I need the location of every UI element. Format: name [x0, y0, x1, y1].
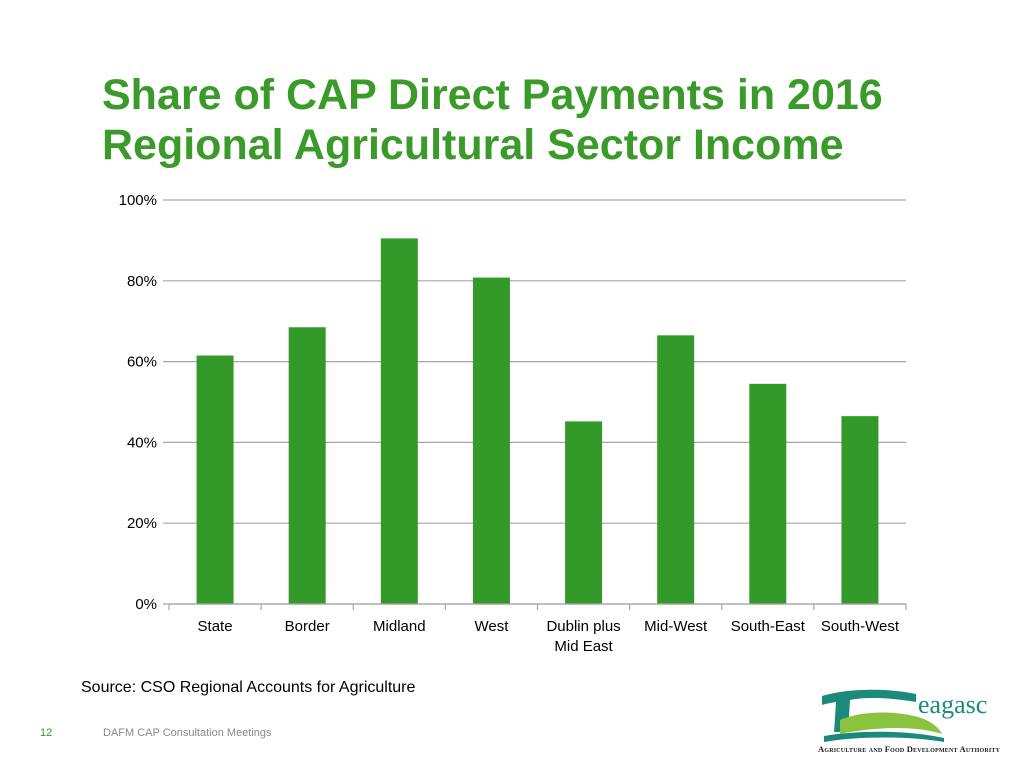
- bar-midland: [380, 238, 418, 604]
- bar-state: [196, 355, 234, 604]
- footer-text: DAFM CAP Consultation Meetings: [103, 727, 272, 739]
- x-tick-label: West: [474, 618, 509, 635]
- slide-title-line2: Regional Agricultural Sector Income: [102, 121, 844, 169]
- x-tick-label: South-East: [731, 618, 806, 635]
- x-axis-tick-labels: State Border Midland West Dublin plus Mid Eas…: [198, 618, 900, 655]
- x-tick-label: Dublin plus Mid East: [546, 618, 620, 655]
- teagasc-wordmark: eagasc: [918, 690, 987, 719]
- teagasc-logo: eagasc Agriculture and Food Development …: [818, 686, 1001, 758]
- x-tick-label: South-West: [821, 618, 900, 635]
- slide-title: Share of CAP Direct Payments in 2016 Reg…: [102, 70, 982, 170]
- slide-title-line1: Share of CAP Direct Payments in 2016: [102, 71, 883, 119]
- y-tick-label: 40%: [127, 434, 157, 451]
- bar-south-east: [749, 383, 787, 604]
- x-axis: [168, 603, 907, 610]
- teagasc-logo-mark: eagasc: [822, 689, 987, 742]
- y-tick-label: 80%: [127, 273, 157, 290]
- y-tick-label: 0%: [135, 596, 157, 613]
- bar-south-west: [841, 416, 879, 604]
- page-number: 12: [40, 727, 53, 739]
- x-tick-label: Border: [285, 618, 330, 635]
- y-tick-label: 60%: [127, 354, 157, 371]
- bar-dublin-plus-mid-east: [565, 421, 603, 604]
- bar-west: [472, 277, 510, 604]
- y-tick-label: 20%: [127, 515, 157, 532]
- bar-border: [288, 327, 326, 604]
- y-axis-tick-labels: 0% 20% 40% 60% 80% 100%: [119, 192, 157, 613]
- bars: [196, 238, 879, 604]
- x-tick-label: State: [198, 618, 233, 635]
- gridlines: [163, 199, 906, 605]
- bar-chart: 0% 20% 40% 60% 80% 100% State Border Midland Wes…: [119, 192, 907, 655]
- x-tick-label: Midland: [373, 618, 426, 635]
- x-tick-label: Mid-West: [644, 618, 708, 635]
- logo-caption: Agriculture and Food Development Authori…: [818, 744, 1001, 754]
- bar-mid-west: [657, 335, 695, 604]
- source-note: Source: CSO Regional Accounts for Agricu…: [81, 679, 416, 696]
- y-tick-label: 100%: [119, 192, 157, 209]
